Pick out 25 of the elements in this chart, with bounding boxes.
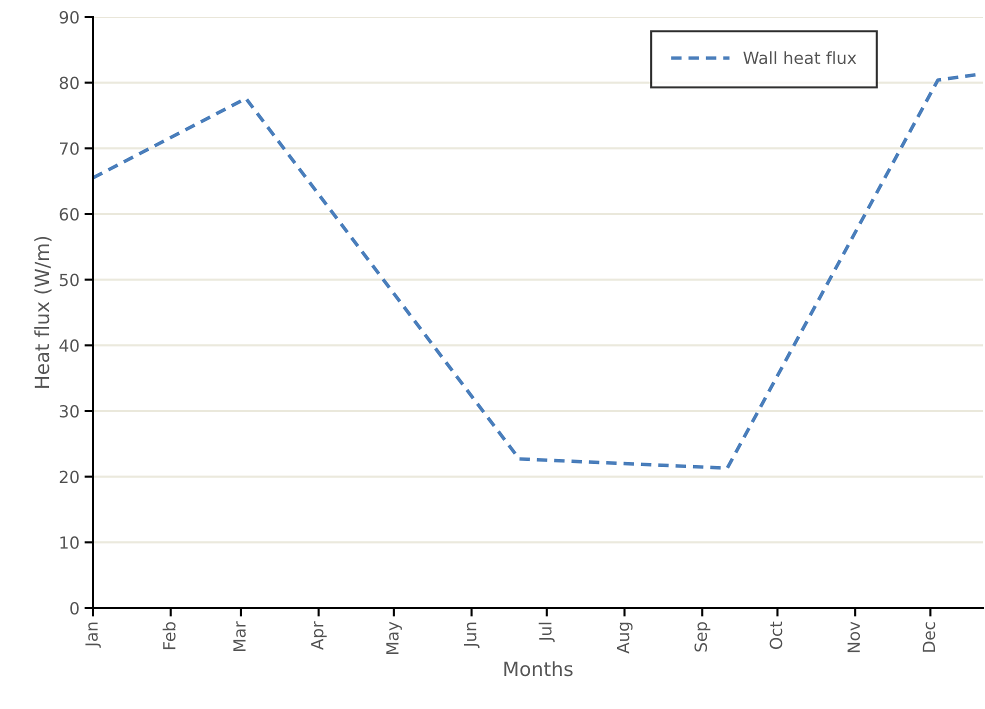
x-tick-label: Mar bbox=[233, 621, 246, 652]
y-tick-label: 50 bbox=[60, 274, 79, 286]
x-tick-label: Jan bbox=[85, 622, 101, 648]
legend-label: Wall heat flux bbox=[743, 51, 856, 64]
x-tick-label: Jul bbox=[538, 622, 555, 642]
y-tick-label: 10 bbox=[60, 536, 79, 549]
y-tick-label: 80 bbox=[60, 76, 79, 90]
y-tick-label: 20 bbox=[60, 470, 79, 484]
x-tick-label: Jun bbox=[464, 622, 480, 648]
x-tick-label: Sep bbox=[694, 622, 710, 652]
x-tick-label: Nov bbox=[848, 622, 860, 652]
y-axis-title: Heat flux (W/m) bbox=[34, 236, 52, 388]
y-tick-label: 70 bbox=[60, 142, 79, 155]
x-tick-label: Dec bbox=[922, 622, 936, 652]
x-axis-title: Months bbox=[504, 661, 573, 676]
x-tick-label: Feb bbox=[162, 622, 176, 650]
y-tick-label: 0 bbox=[70, 602, 79, 615]
y-tick-label: 60 bbox=[60, 208, 79, 221]
y-tick-label: 40 bbox=[59, 339, 79, 352]
x-tick-label: May bbox=[386, 622, 402, 654]
x-tick-label: Oct bbox=[770, 622, 782, 650]
x-tick-label: Apr bbox=[311, 621, 327, 650]
y-tick-label: 30 bbox=[60, 404, 79, 418]
y-tick-label: 90 bbox=[60, 10, 79, 24]
x-tick-label: Aug bbox=[616, 622, 633, 654]
